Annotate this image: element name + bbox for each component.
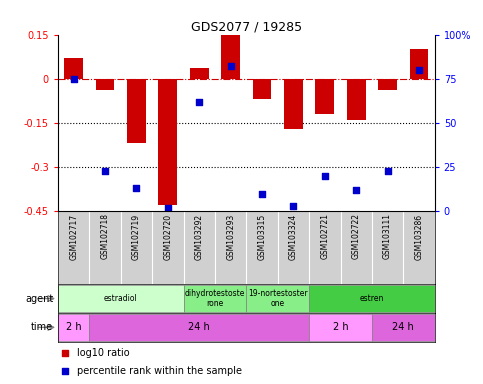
Text: GSM103292: GSM103292 [195, 214, 204, 260]
Text: time: time [31, 322, 53, 333]
Point [384, 167, 392, 174]
Bar [253, 79, 271, 99]
Point [164, 205, 172, 211]
Bar [127, 79, 146, 144]
Bar [315, 79, 334, 114]
Bar [372, 313, 435, 341]
Point [311, 271, 319, 277]
Point [415, 67, 423, 73]
Point [311, 106, 319, 113]
Bar [410, 49, 428, 79]
Point [101, 167, 109, 174]
Text: GSM102721: GSM102721 [320, 214, 329, 259]
Text: percentile rank within the sample: percentile rank within the sample [77, 366, 242, 376]
Bar [184, 285, 246, 313]
Bar [221, 35, 240, 79]
Text: GSM102719: GSM102719 [132, 214, 141, 260]
Text: 24 h: 24 h [188, 322, 210, 333]
Bar [347, 79, 366, 120]
Text: dihydrotestoste
rone: dihydrotestoste rone [185, 289, 245, 308]
Text: GSM103293: GSM103293 [226, 214, 235, 260]
Bar [309, 285, 435, 313]
Text: GSM103324: GSM103324 [289, 214, 298, 260]
Point [133, 185, 141, 191]
Bar [378, 79, 397, 91]
Bar [158, 79, 177, 205]
Point [321, 173, 328, 179]
Text: estradiol: estradiol [104, 294, 138, 303]
Text: log10 ratio: log10 ratio [77, 348, 129, 358]
Bar [246, 285, 309, 313]
Bar [96, 79, 114, 91]
Point [258, 190, 266, 197]
Text: GSM102718: GSM102718 [100, 214, 110, 259]
Point [195, 99, 203, 105]
Bar [58, 313, 89, 341]
Text: 2 h: 2 h [333, 322, 348, 333]
Text: estren: estren [360, 294, 384, 303]
Bar [89, 313, 309, 341]
Bar [190, 68, 209, 79]
Point [227, 63, 235, 70]
Title: GDS2077 / 19285: GDS2077 / 19285 [191, 20, 302, 33]
Bar [309, 313, 372, 341]
Text: 24 h: 24 h [392, 322, 414, 333]
Text: GSM103111: GSM103111 [383, 214, 392, 259]
Point [353, 187, 360, 193]
Point [290, 203, 298, 209]
Bar [64, 58, 83, 79]
Text: 19-nortestoster
one: 19-nortestoster one [248, 289, 308, 308]
Text: GSM103286: GSM103286 [414, 214, 424, 260]
Text: GSM102720: GSM102720 [163, 214, 172, 260]
Text: GSM103315: GSM103315 [257, 214, 267, 260]
Point [70, 76, 78, 82]
Text: GSM102717: GSM102717 [69, 214, 78, 260]
Bar [284, 79, 303, 129]
Bar [58, 285, 184, 313]
Text: GSM102722: GSM102722 [352, 214, 361, 259]
Text: agent: agent [25, 293, 53, 304]
Text: 2 h: 2 h [66, 322, 82, 333]
